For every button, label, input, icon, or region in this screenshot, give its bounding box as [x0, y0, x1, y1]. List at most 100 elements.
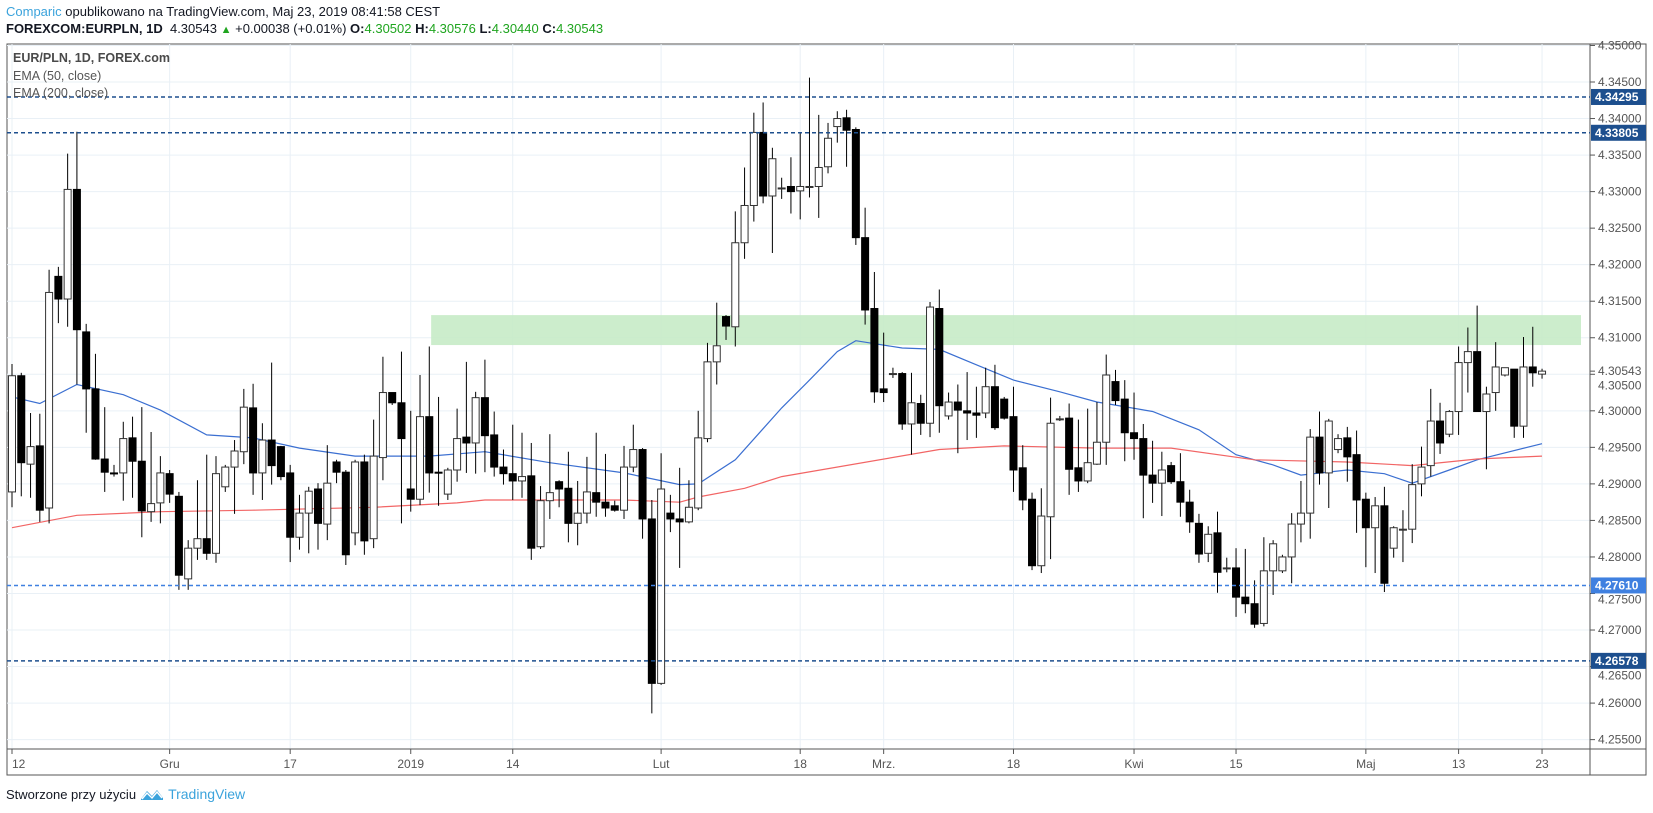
candle[interactable] [1148, 440, 1157, 503]
candle[interactable] [1482, 386, 1491, 470]
candle[interactable] [202, 454, 211, 560]
candle[interactable] [258, 423, 267, 500]
candle[interactable] [1334, 434, 1343, 454]
candle[interactable] [110, 464, 119, 477]
candle[interactable] [1287, 513, 1296, 584]
candle[interactable] [703, 342, 712, 443]
candle[interactable] [564, 451, 573, 543]
candle[interactable] [1473, 305, 1482, 413]
candle[interactable] [814, 114, 823, 218]
candle[interactable] [378, 356, 387, 481]
candle[interactable] [759, 102, 768, 204]
candle[interactable] [536, 486, 545, 549]
candle[interactable] [286, 464, 295, 563]
candle[interactable] [82, 323, 91, 433]
candle[interactable] [1371, 497, 1380, 574]
candle[interactable] [1213, 511, 1222, 593]
candle[interactable] [26, 413, 35, 498]
candle[interactable] [926, 301, 935, 438]
candle[interactable] [1102, 354, 1111, 465]
candle[interactable] [842, 109, 851, 167]
candle[interactable] [1306, 429, 1315, 539]
candle[interactable] [1083, 408, 1092, 484]
tradingview-link[interactable]: TradingView [168, 786, 246, 802]
candle[interactable] [1426, 388, 1435, 477]
candle[interactable] [555, 480, 564, 508]
candle[interactable] [8, 364, 16, 508]
candle[interactable] [1028, 492, 1037, 571]
candle[interactable] [1352, 430, 1361, 533]
candle[interactable] [119, 421, 128, 501]
candle[interactable] [1463, 327, 1472, 393]
candle[interactable] [1157, 451, 1166, 517]
candle[interactable] [221, 464, 230, 492]
candle[interactable] [1519, 337, 1528, 438]
candle[interactable] [1018, 445, 1027, 511]
candle[interactable] [935, 289, 944, 433]
legend-ema200[interactable]: EMA (200, close) [13, 86, 109, 100]
candle[interactable] [1130, 392, 1139, 460]
candle[interactable] [156, 456, 165, 524]
candle[interactable] [1436, 402, 1445, 454]
candle[interactable] [1000, 396, 1009, 420]
candle[interactable] [545, 434, 554, 519]
candle[interactable] [601, 453, 610, 517]
candle[interactable] [1111, 369, 1120, 405]
candle[interactable] [480, 359, 489, 473]
candle[interactable] [675, 467, 684, 568]
candle[interactable] [1241, 548, 1250, 614]
candle[interactable] [508, 424, 517, 500]
candle[interactable] [1417, 446, 1426, 497]
candle[interactable] [45, 269, 54, 524]
candle[interactable] [1092, 402, 1101, 465]
candle[interactable] [1500, 367, 1509, 377]
candle[interactable] [174, 491, 183, 590]
candle[interactable] [851, 127, 860, 245]
candle[interactable] [768, 147, 777, 253]
candle[interactable] [406, 410, 415, 512]
candle[interactable] [990, 364, 999, 430]
candle[interactable] [666, 494, 675, 533]
candle[interactable] [712, 302, 721, 385]
candle[interactable] [972, 386, 981, 438]
candle[interactable] [388, 392, 397, 405]
candle[interactable] [916, 394, 925, 435]
candle[interactable] [1176, 453, 1185, 517]
candle[interactable] [963, 372, 972, 441]
candle[interactable] [1232, 548, 1241, 617]
candle[interactable] [861, 207, 870, 325]
candle[interactable] [1445, 410, 1454, 438]
candle[interactable] [1528, 326, 1537, 387]
candle[interactable] [573, 480, 582, 546]
candle[interactable] [323, 445, 332, 541]
candle[interactable] [1037, 488, 1046, 574]
publisher-link[interactable]: Comparic [6, 4, 62, 19]
candle[interactable] [17, 372, 26, 497]
candle[interactable] [694, 410, 703, 511]
candle[interactable] [805, 77, 814, 198]
candle[interactable] [54, 266, 63, 324]
candle[interactable] [443, 467, 452, 500]
candle[interactable] [740, 167, 749, 259]
candle[interactable] [1204, 526, 1213, 563]
candle[interactable] [898, 372, 907, 430]
candle[interactable] [184, 540, 193, 590]
candle[interactable] [592, 432, 601, 517]
candle[interactable] [629, 424, 638, 473]
candle[interactable] [462, 361, 471, 473]
candle[interactable] [722, 315, 731, 340]
candle[interactable] [582, 456, 591, 524]
candle[interactable] [1065, 403, 1074, 495]
candle[interactable] [1389, 526, 1398, 558]
candle[interactable] [1185, 489, 1194, 533]
candle[interactable] [1139, 423, 1148, 519]
candle[interactable] [1538, 368, 1547, 379]
candle[interactable] [490, 411, 499, 477]
candle[interactable] [1510, 368, 1519, 438]
candle[interactable] [1296, 480, 1305, 543]
candle[interactable] [453, 408, 462, 482]
candle[interactable] [1408, 464, 1417, 544]
candle[interactable] [1009, 386, 1018, 492]
candle[interactable] [786, 157, 795, 214]
candle[interactable] [341, 470, 350, 565]
